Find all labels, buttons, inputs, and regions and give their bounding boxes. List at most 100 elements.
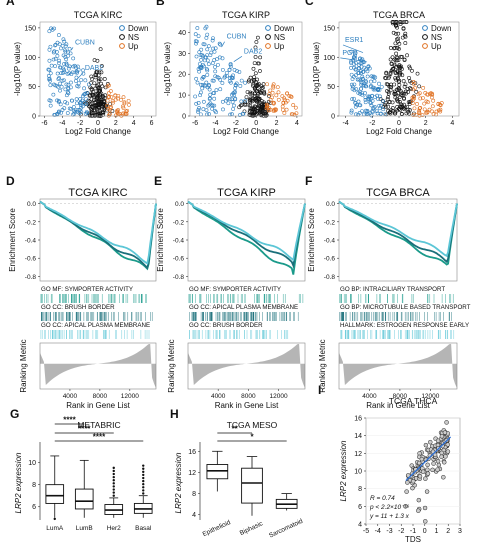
up-point bbox=[411, 80, 416, 84]
down-point bbox=[207, 112, 211, 116]
ns-point bbox=[248, 92, 253, 96]
down-point bbox=[83, 91, 88, 96]
up-point bbox=[412, 96, 416, 101]
down-point bbox=[205, 58, 210, 63]
ns-point bbox=[403, 82, 408, 87]
legend-label: Down bbox=[431, 24, 451, 33]
legend-marker bbox=[422, 25, 428, 31]
down-point bbox=[73, 107, 78, 112]
x-tick-label: 12000 bbox=[421, 393, 439, 400]
x-axis-label: Rank in Gene List bbox=[366, 401, 430, 410]
down-point bbox=[62, 106, 67, 111]
ns-point bbox=[406, 109, 410, 114]
ns-point bbox=[256, 91, 261, 96]
down-point bbox=[210, 61, 215, 66]
ns-point bbox=[97, 105, 102, 110]
x-tick-label: 4000 bbox=[362, 393, 377, 400]
up-point bbox=[267, 92, 272, 97]
panel-title: TCGA BRCA bbox=[373, 10, 425, 20]
scatter-point bbox=[436, 462, 442, 468]
down-point bbox=[205, 68, 210, 73]
ns-point bbox=[96, 73, 101, 78]
up-point bbox=[417, 111, 422, 115]
up-point bbox=[111, 100, 116, 105]
down-point bbox=[197, 69, 202, 74]
ns-point bbox=[242, 109, 247, 114]
down-point bbox=[213, 69, 218, 74]
ns-point bbox=[383, 76, 387, 80]
down-point bbox=[79, 78, 84, 82]
up-point bbox=[411, 95, 416, 99]
down-point bbox=[360, 92, 364, 97]
x-axis-label: Rank in Gene List bbox=[215, 401, 279, 410]
box bbox=[74, 488, 94, 510]
ns-point bbox=[389, 61, 394, 66]
up-point bbox=[266, 108, 271, 113]
ns-point bbox=[406, 107, 411, 112]
up-point bbox=[271, 82, 276, 87]
x-axis-label: Rank in Gene List bbox=[66, 401, 130, 410]
es-curve bbox=[338, 200, 458, 258]
category-label: LumB bbox=[76, 525, 93, 532]
x-axis-label: TDS bbox=[405, 535, 421, 544]
y-tick-label: 14 bbox=[354, 433, 362, 440]
gene-pointer bbox=[340, 57, 368, 63]
es-tick-label: -0.4 bbox=[173, 238, 185, 245]
down-point bbox=[381, 99, 385, 104]
down-point bbox=[216, 62, 220, 67]
scatter-point bbox=[439, 433, 445, 439]
down-point bbox=[197, 50, 202, 55]
ns-point bbox=[386, 104, 391, 109]
ns-point bbox=[400, 55, 405, 59]
down-point bbox=[229, 80, 233, 85]
rm-axis-label: Ranking Metric bbox=[167, 339, 176, 392]
ns-point bbox=[395, 56, 400, 60]
ns-point bbox=[408, 79, 412, 84]
ns-point bbox=[89, 74, 94, 79]
x-tick-label: -2 bbox=[398, 528, 404, 535]
x-tick-label: 0 bbox=[254, 120, 258, 127]
scatter-point bbox=[441, 460, 447, 465]
ns-point bbox=[388, 111, 393, 116]
down-point bbox=[57, 61, 61, 65]
down-point bbox=[349, 110, 354, 115]
down-point bbox=[349, 65, 353, 70]
up-point bbox=[106, 107, 111, 111]
down-point bbox=[199, 57, 204, 62]
ns-point bbox=[395, 37, 399, 42]
down-point bbox=[202, 58, 207, 63]
ns-point bbox=[252, 77, 256, 82]
scatter-point bbox=[403, 504, 408, 509]
x-tick-label: 4000 bbox=[63, 393, 78, 400]
ns-point bbox=[252, 61, 257, 65]
category-label: Biphasic bbox=[239, 520, 265, 537]
down-point bbox=[194, 41, 198, 46]
down-point bbox=[79, 110, 84, 115]
down-point bbox=[368, 97, 373, 101]
legend-marker bbox=[265, 34, 271, 40]
es-axis-label: Enrichment Score bbox=[307, 208, 316, 272]
gene-pointer bbox=[233, 56, 243, 62]
down-point bbox=[206, 103, 211, 108]
down-point bbox=[224, 70, 229, 75]
x-tick-label: 0 bbox=[96, 120, 100, 127]
scatter-point bbox=[431, 461, 436, 466]
down-point bbox=[198, 90, 203, 95]
ns-point bbox=[254, 40, 259, 44]
ns-point bbox=[248, 98, 253, 103]
x-tick-label: 8000 bbox=[393, 393, 408, 400]
up-point bbox=[270, 90, 275, 95]
panel-letter: D bbox=[6, 174, 15, 188]
up-point bbox=[116, 93, 121, 98]
ns-point bbox=[393, 41, 398, 46]
x-tick-label: 0 bbox=[397, 120, 401, 127]
down-point bbox=[56, 98, 61, 103]
ns-point bbox=[378, 97, 383, 101]
ns-point bbox=[388, 45, 393, 50]
ns-point bbox=[253, 104, 258, 109]
ns-point bbox=[396, 86, 401, 91]
y-tick-label: 12 bbox=[188, 470, 196, 477]
category-label: Her2 bbox=[107, 525, 121, 532]
down-point bbox=[73, 70, 78, 75]
down-point bbox=[210, 78, 215, 83]
